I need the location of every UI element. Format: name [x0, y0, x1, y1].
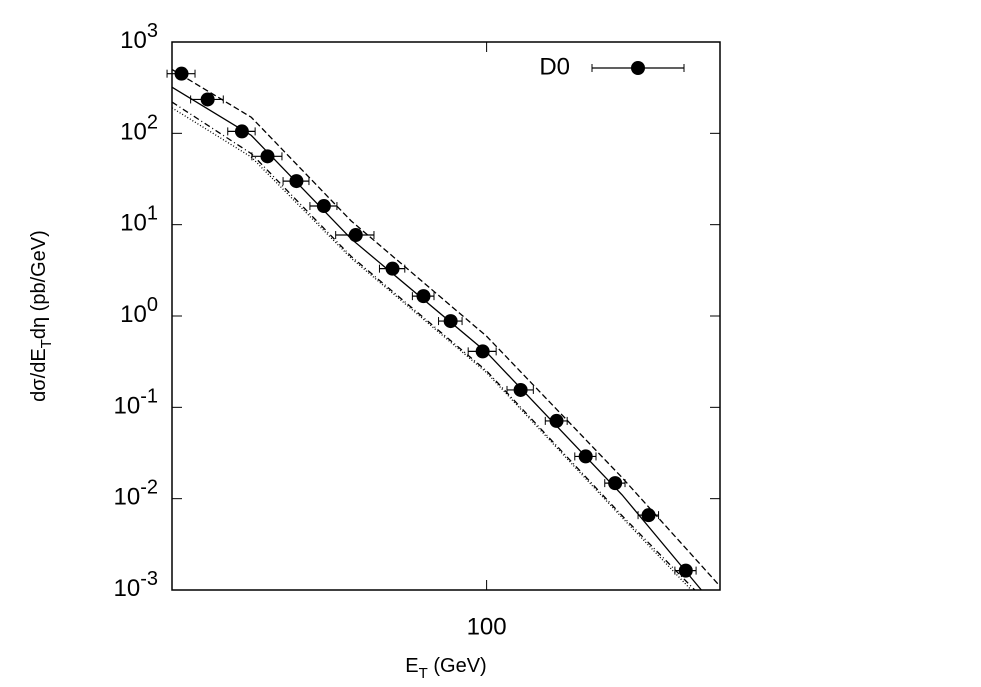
tick-exponent: 2 — [147, 112, 158, 134]
data-point — [234, 124, 249, 139]
tick-base: 10 — [120, 210, 147, 237]
legend-label: D0 — [539, 53, 570, 80]
y-tick-label: 103 — [120, 20, 158, 54]
y-tick-label: 100 — [120, 294, 158, 328]
label-part: dσ/dE — [28, 348, 50, 402]
x-tick-label: 100 — [467, 613, 507, 640]
data-point — [385, 261, 400, 276]
tick-base: 10 — [120, 119, 147, 146]
tick-exponent: -2 — [140, 477, 158, 499]
data-point — [678, 563, 693, 578]
tick-exponent: 3 — [147, 20, 158, 42]
data-point — [200, 92, 215, 107]
data-point — [316, 199, 331, 214]
y-tick-label: 10-1 — [114, 386, 159, 420]
data-point — [289, 174, 304, 189]
label-sub: T — [419, 665, 428, 682]
data-point — [641, 508, 656, 523]
tick-exponent: 0 — [147, 294, 158, 316]
y-tick-label: 10-2 — [114, 477, 159, 511]
data-point — [549, 413, 564, 428]
tick-base: 10 — [114, 575, 141, 602]
data-point — [174, 66, 189, 81]
label-part: dη (pb/GeV) — [28, 230, 50, 339]
y-axis-label: dσ/dETdη (pb/GeV) — [28, 230, 55, 402]
y-tick-label: 101 — [120, 203, 158, 237]
y-tick-label: 102 — [120, 112, 158, 146]
data-point — [608, 476, 623, 491]
data-point — [348, 228, 363, 243]
x-axis-label: ET (GeV) — [405, 655, 486, 682]
y-tick-label: 10-3 — [114, 568, 159, 602]
theory-curve — [171, 107, 692, 591]
tick-exponent: 1 — [147, 203, 158, 225]
data-point — [260, 149, 275, 164]
data-point — [475, 344, 490, 359]
theory-curve — [171, 68, 721, 587]
data-point — [513, 382, 528, 397]
label-part: E — [405, 655, 418, 677]
legend-marker — [631, 61, 645, 75]
tick-base: 10 — [120, 301, 147, 328]
tick-base: 10 — [120, 27, 147, 54]
data-point — [416, 289, 431, 304]
label-sub: T — [38, 339, 55, 348]
tick-base: 10 — [114, 393, 141, 420]
tick-exponent: -1 — [140, 386, 158, 408]
tick-base: 10 — [114, 484, 141, 511]
theory-curve — [171, 86, 702, 591]
data-point — [443, 314, 458, 329]
theory-curve — [171, 101, 696, 591]
tick-exponent: -3 — [140, 568, 158, 590]
data-point — [578, 449, 593, 464]
label-part: (GeV) — [428, 655, 487, 677]
